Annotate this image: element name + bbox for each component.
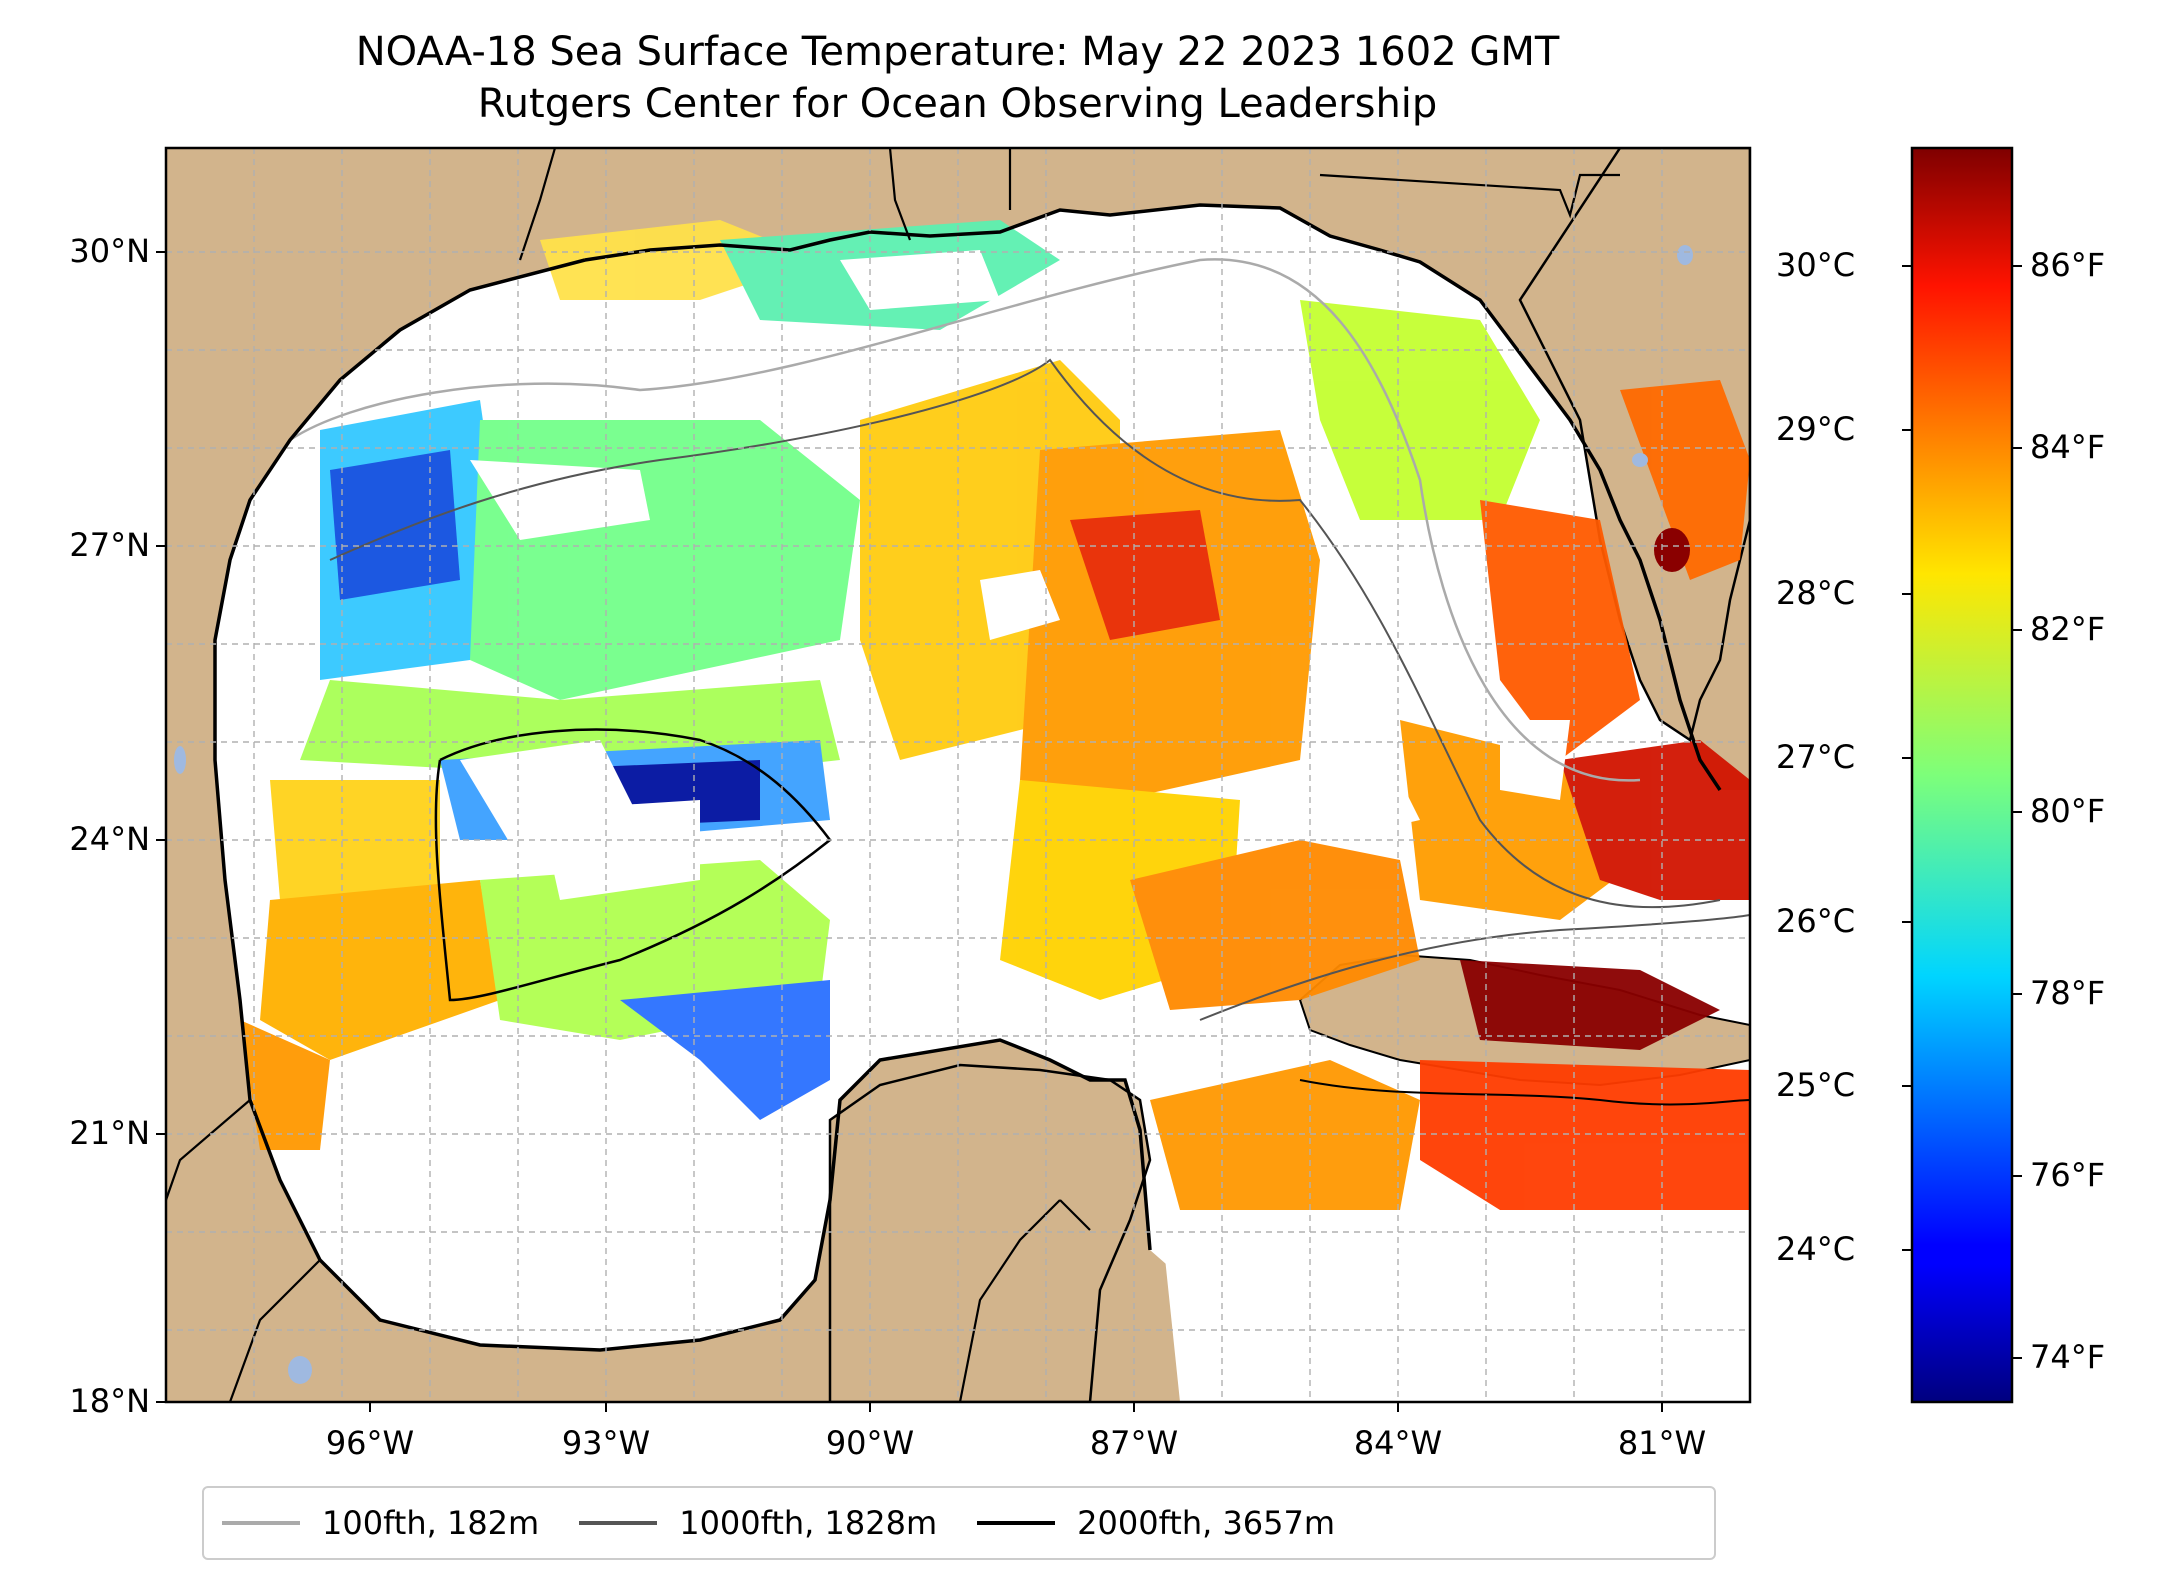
lon-label-81w: 81°W [1617,1424,1707,1462]
colorbar-label-27c: 27°C [1776,738,1856,776]
legend-swatch-100fth [222,1521,300,1525]
lat-label-21n: 21°N [69,1114,150,1152]
legend-label-100fth: 100fth, 182m [322,1504,540,1542]
colorbar-label-30c: 30°C [1776,246,1856,284]
lat-label-24n: 24°N [69,820,150,858]
chart-title: NOAA-18 Sea Surface Temperature: May 22 … [355,29,1560,75]
yucatan-land [828,1063,1152,1402]
sst-data-east [860,300,1750,1210]
colorbar-label-84f: 84°F [2030,428,2106,466]
legend-item-1000fth: 1000fth, 1828m [579,1504,937,1542]
chart-subtitle: Rutgers Center for Ocean Observing Leade… [477,81,1438,127]
colorbar-label-76f: 76°F [2030,1156,2106,1194]
colorbar-label-86f: 86°F [2030,246,2106,284]
lakes [174,245,1693,1384]
lat-label-27n: 27°N [69,526,150,564]
legend-swatch-2000fth [977,1521,1056,1525]
legend-item-2000fth: 2000fth, 3657m [977,1504,1335,1542]
colorbar-label-28c: 28°C [1776,574,1856,612]
legend-item-100fth: 100fth, 182m [222,1504,539,1542]
lon-label-87w: 87°W [1089,1424,1179,1462]
colorbar-ticks [1902,265,2022,1359]
colorbar-label-82f: 82°F [2030,610,2106,648]
lon-label-84w: 84°W [1353,1424,1443,1462]
colorbar-label-26c: 26°C [1776,902,1856,940]
colorbar-label-78f: 78°F [2030,974,2106,1012]
legend-label-2000fth: 2000fth, 3657m [1077,1504,1336,1542]
legend-label-1000fth: 1000fth, 1828m [679,1504,938,1542]
lake-okeechobee [1654,528,1690,572]
legend-swatch-1000fth [579,1521,658,1525]
political-borders [166,148,1620,1402]
legend: 100fth, 182m 1000fth, 1828m 2000fth, 365… [202,1486,1716,1560]
lon-ticks [369,1402,1663,1412]
gridlines [166,148,1750,1402]
lon-label-90w: 90°W [825,1424,915,1462]
colorbar-label-29c: 29°C [1776,410,1856,448]
lat-label-18n: 18°N [69,1382,150,1420]
florida-land [1518,148,1750,743]
colorbar [1910,146,2014,1404]
colorbar-label-24c: 24°C [1776,1230,1856,1268]
colorbar-label-25c: 25°C [1776,1066,1856,1104]
lat-label-30n: 30°N [69,232,150,270]
bathymetry-contours [289,258,1750,1106]
lon-label-93w: 93°W [561,1424,651,1462]
colorbar-label-80f: 80°F [2030,792,2106,830]
lon-label-96w: 96°W [325,1424,415,1462]
lat-ticks [156,251,166,1403]
map-frame [164,146,1752,1404]
coastline [213,203,1722,1352]
map-area [166,148,1750,1402]
colorbar-label-74f: 74°F [2030,1338,2106,1376]
cloud-gaps [460,250,1750,1402]
